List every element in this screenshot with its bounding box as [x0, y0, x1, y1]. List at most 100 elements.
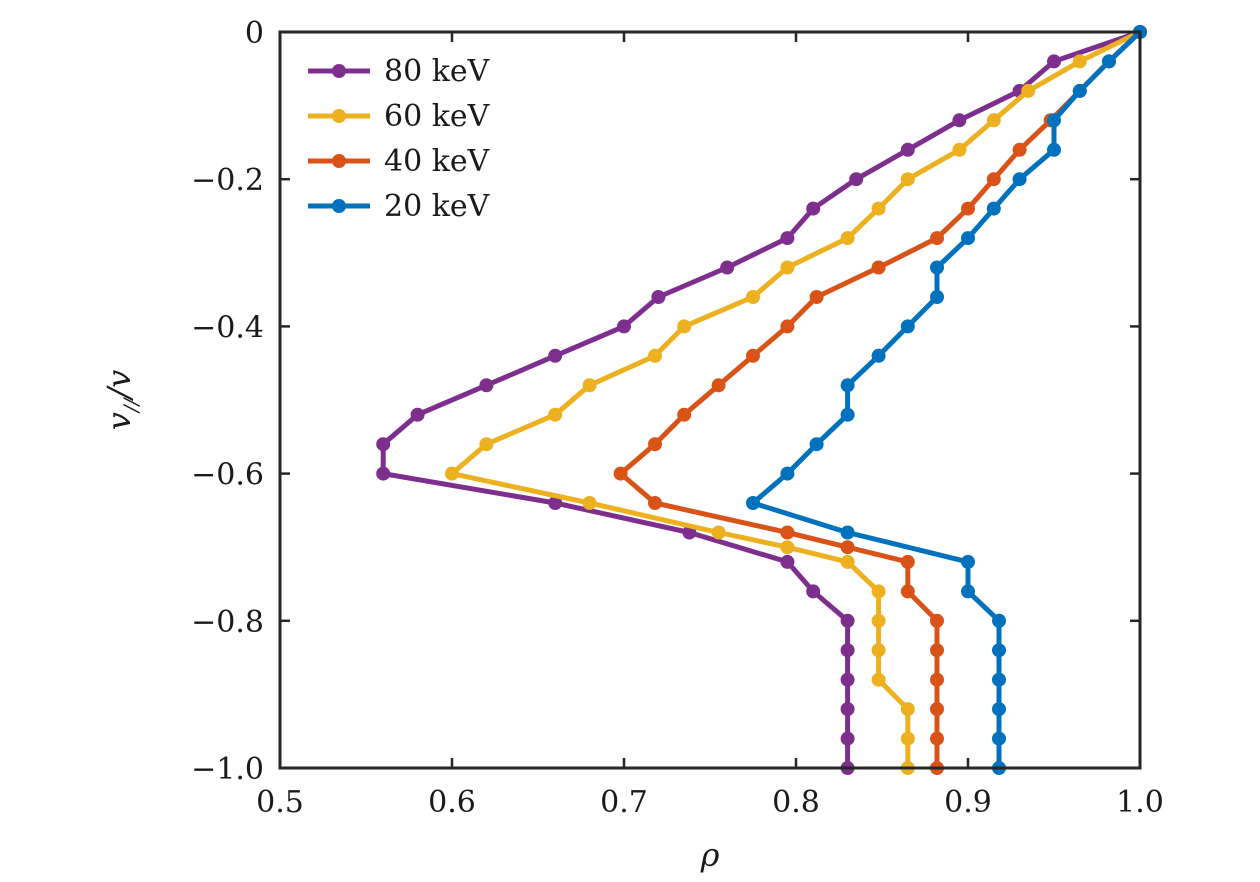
data-point	[780, 260, 795, 275]
series-layer	[376, 25, 1147, 775]
legend-label: 20 keV	[384, 189, 491, 224]
y-tick-label: −0.4	[191, 310, 264, 345]
data-point	[840, 231, 855, 246]
data-point	[720, 260, 735, 275]
data-point	[900, 584, 915, 599]
data-point	[677, 319, 692, 334]
data-point	[1021, 83, 1036, 98]
data-point	[930, 290, 944, 304]
series-60-kev	[445, 25, 1147, 775]
legend-item: 40 keV	[308, 144, 491, 179]
x-tick-label: 0.5	[256, 785, 304, 820]
data-point	[840, 731, 855, 746]
data-point	[780, 525, 795, 540]
data-point	[992, 731, 1006, 746]
data-point	[780, 231, 795, 246]
x-tick-label: 0.7	[600, 785, 648, 820]
data-point	[617, 319, 631, 334]
data-point	[992, 643, 1006, 658]
data-point	[1012, 172, 1027, 187]
data-point	[840, 378, 855, 393]
data-point	[871, 613, 886, 628]
x-tick-label: 1.0	[1116, 785, 1164, 820]
data-point	[900, 731, 915, 746]
legend-swatch-marker	[332, 109, 346, 123]
data-point	[840, 540, 855, 555]
x-tick-label: 0.8	[772, 785, 820, 820]
data-point	[900, 554, 915, 569]
data-point	[871, 260, 886, 275]
data-point	[806, 201, 821, 216]
data-point	[930, 260, 944, 275]
data-point	[930, 731, 944, 746]
data-point	[992, 702, 1006, 717]
series-20-kev	[746, 25, 1147, 775]
data-point	[410, 407, 425, 422]
axis-ticks: 0.5 0.6 0.7 0.8 0.9 1.0 0 −0.2 −0.4 −0.6 −0.8 −1.0	[191, 16, 1164, 820]
data-point	[930, 231, 944, 246]
data-point	[840, 407, 855, 422]
y-axis-label-rest: /v	[100, 370, 138, 402]
data-point	[961, 554, 975, 569]
legend-item: 80 keV	[308, 54, 491, 89]
x-tick-label: 0.6	[428, 785, 476, 820]
y-axis-label-main: v	[100, 412, 138, 430]
data-point	[1047, 113, 1061, 128]
data-point	[840, 525, 855, 540]
series-line	[750, 30, 1142, 768]
legend-swatch-marker	[332, 64, 346, 78]
data-point	[930, 672, 944, 687]
y-tick-label: −0.6	[191, 458, 264, 493]
data-point	[849, 172, 864, 187]
y-tick-label: 0	[245, 16, 264, 51]
y-axis-label-subscript: //	[119, 396, 143, 414]
data-point	[548, 496, 563, 510]
data-point	[711, 525, 726, 540]
legend-item: 20 keV	[308, 189, 491, 224]
y-tick-label: −0.2	[191, 163, 264, 198]
legend-item: 60 keV	[308, 99, 491, 134]
data-point	[376, 437, 391, 452]
series-line	[449, 29, 1142, 768]
data-point	[840, 702, 855, 717]
data-point	[780, 319, 795, 334]
data-point	[840, 554, 855, 569]
data-point	[809, 290, 824, 304]
data-point	[780, 540, 795, 555]
data-point	[900, 172, 915, 187]
data-point	[806, 584, 821, 599]
data-point	[871, 672, 886, 687]
data-point	[548, 407, 563, 422]
data-point	[986, 172, 1001, 187]
data-point	[1072, 83, 1087, 98]
data-point	[900, 142, 915, 157]
data-point	[376, 466, 391, 481]
data-point	[809, 437, 824, 452]
data-point	[445, 466, 459, 481]
data-point	[930, 613, 944, 628]
data-point	[986, 113, 1001, 128]
plot-area-frame	[278, 30, 1142, 770]
data-point	[746, 290, 760, 304]
data-point	[992, 672, 1006, 687]
data-point	[780, 554, 795, 569]
data-point	[871, 348, 886, 363]
legend-swatch-marker	[332, 199, 346, 213]
data-point	[1072, 54, 1087, 69]
data-point	[900, 319, 915, 334]
data-point	[648, 348, 662, 363]
legend: 80 keV 60 keV 40 keV 20 keV	[308, 54, 491, 224]
data-point	[900, 702, 915, 717]
legend-label: 80 keV	[384, 54, 491, 89]
data-point	[651, 290, 666, 304]
data-point	[952, 142, 967, 157]
y-tick-label: −1.0	[191, 752, 264, 787]
data-point	[479, 378, 494, 393]
data-point	[871, 201, 886, 216]
data-point	[840, 672, 855, 687]
legend-swatch-marker	[332, 154, 346, 168]
data-point	[648, 437, 662, 452]
y-tick-label: −0.8	[191, 605, 264, 640]
data-point	[840, 613, 855, 628]
data-point	[548, 348, 563, 363]
